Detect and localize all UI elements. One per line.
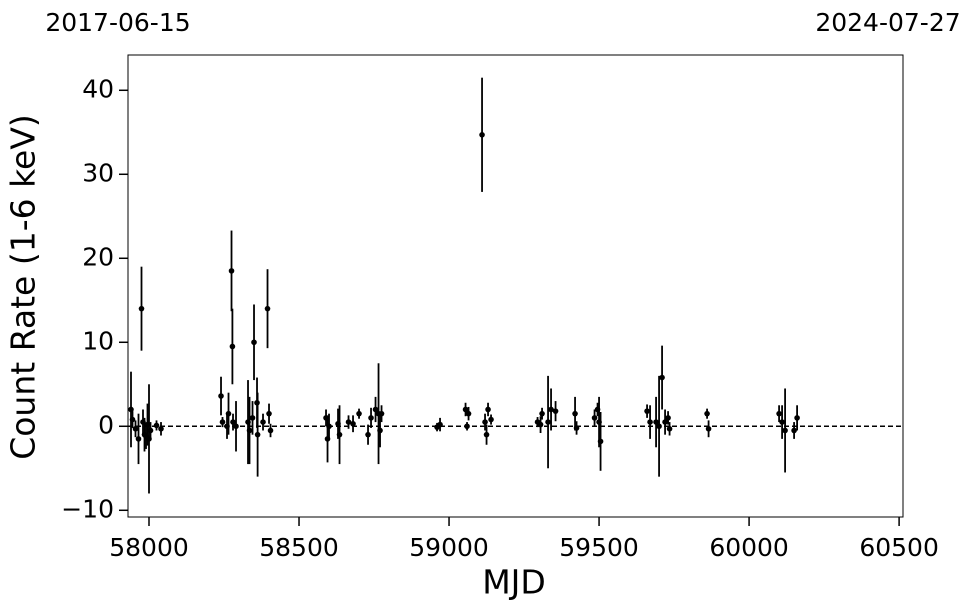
data-point bbox=[345, 419, 352, 425]
data-point bbox=[129, 416, 136, 423]
data-point bbox=[662, 419, 668, 425]
top-left-label: 2017-06-15 bbox=[45, 8, 190, 37]
data-point bbox=[572, 410, 578, 417]
data-point bbox=[254, 431, 261, 438]
data-point bbox=[229, 343, 236, 350]
data-point bbox=[779, 419, 785, 425]
plot-frame bbox=[127, 54, 904, 518]
data-point bbox=[158, 426, 164, 432]
data-point bbox=[653, 419, 659, 425]
y-tick-label: 0 bbox=[98, 410, 114, 439]
x-axis-label: MJD bbox=[482, 563, 546, 602]
data-point bbox=[794, 415, 800, 421]
data-point bbox=[644, 408, 650, 414]
data-point bbox=[266, 410, 272, 417]
x-tick-label: 58500 bbox=[259, 533, 339, 562]
data-point bbox=[356, 410, 362, 417]
data-point bbox=[464, 423, 470, 430]
data-point bbox=[350, 420, 356, 427]
data-point bbox=[656, 423, 662, 430]
data-point bbox=[368, 415, 374, 421]
data-point bbox=[246, 427, 253, 434]
data-point bbox=[378, 410, 385, 417]
data-point bbox=[597, 438, 604, 445]
y-tick-label: −10 bbox=[61, 494, 114, 523]
x-tick-label: 59500 bbox=[559, 533, 639, 562]
data-point bbox=[462, 406, 469, 413]
data-point bbox=[218, 393, 224, 399]
data-point bbox=[251, 339, 257, 346]
data-point bbox=[539, 410, 545, 417]
data-point bbox=[264, 305, 271, 312]
data-point bbox=[545, 419, 551, 425]
y-tick-label: 10 bbox=[82, 326, 114, 355]
data-point bbox=[483, 431, 490, 438]
data-point bbox=[665, 415, 671, 421]
y-tick-label: 20 bbox=[82, 242, 114, 271]
x-tick-label: 60500 bbox=[859, 533, 939, 562]
data-point bbox=[782, 427, 788, 434]
data-point bbox=[659, 374, 665, 381]
data-point bbox=[704, 410, 710, 417]
data-point bbox=[485, 406, 491, 413]
data-point bbox=[138, 305, 145, 312]
data-point bbox=[591, 415, 598, 421]
data-point bbox=[326, 423, 332, 430]
y-axis-label: Count Rate (1-6 keV) bbox=[4, 114, 43, 460]
data-point bbox=[705, 426, 712, 432]
data-point bbox=[260, 419, 266, 425]
data-point bbox=[228, 268, 235, 274]
data-point bbox=[488, 416, 494, 423]
data-point bbox=[249, 415, 256, 421]
x-tick-label: 58000 bbox=[109, 533, 189, 562]
data-point bbox=[233, 423, 239, 430]
data-point bbox=[365, 431, 371, 438]
data-point bbox=[776, 410, 782, 417]
y-tick-label: 30 bbox=[82, 158, 114, 187]
data-point bbox=[791, 427, 797, 434]
data-point bbox=[548, 406, 554, 413]
data-point bbox=[647, 419, 653, 425]
data-point bbox=[132, 426, 139, 432]
data-point bbox=[336, 431, 343, 438]
data-point bbox=[465, 410, 472, 417]
data-point bbox=[479, 132, 485, 138]
y-tick-label: 40 bbox=[82, 74, 114, 103]
data-point bbox=[267, 427, 274, 434]
data-point bbox=[225, 410, 232, 417]
data-point bbox=[482, 419, 488, 425]
data-point bbox=[377, 427, 383, 434]
data-point bbox=[437, 421, 443, 428]
data-point bbox=[147, 427, 154, 434]
top-right-label: 2024-07-27 bbox=[815, 8, 960, 37]
data-point bbox=[537, 421, 544, 428]
x-tick-label: 59000 bbox=[409, 533, 489, 562]
data-point bbox=[666, 426, 673, 432]
data-point bbox=[230, 419, 236, 425]
data-point bbox=[219, 419, 226, 425]
data-point bbox=[573, 425, 580, 431]
data-point bbox=[552, 408, 559, 414]
data-point bbox=[153, 422, 160, 429]
data-point bbox=[128, 406, 134, 413]
data-point bbox=[372, 406, 379, 413]
data-point bbox=[135, 436, 142, 442]
x-tick-label: 60000 bbox=[709, 533, 789, 562]
